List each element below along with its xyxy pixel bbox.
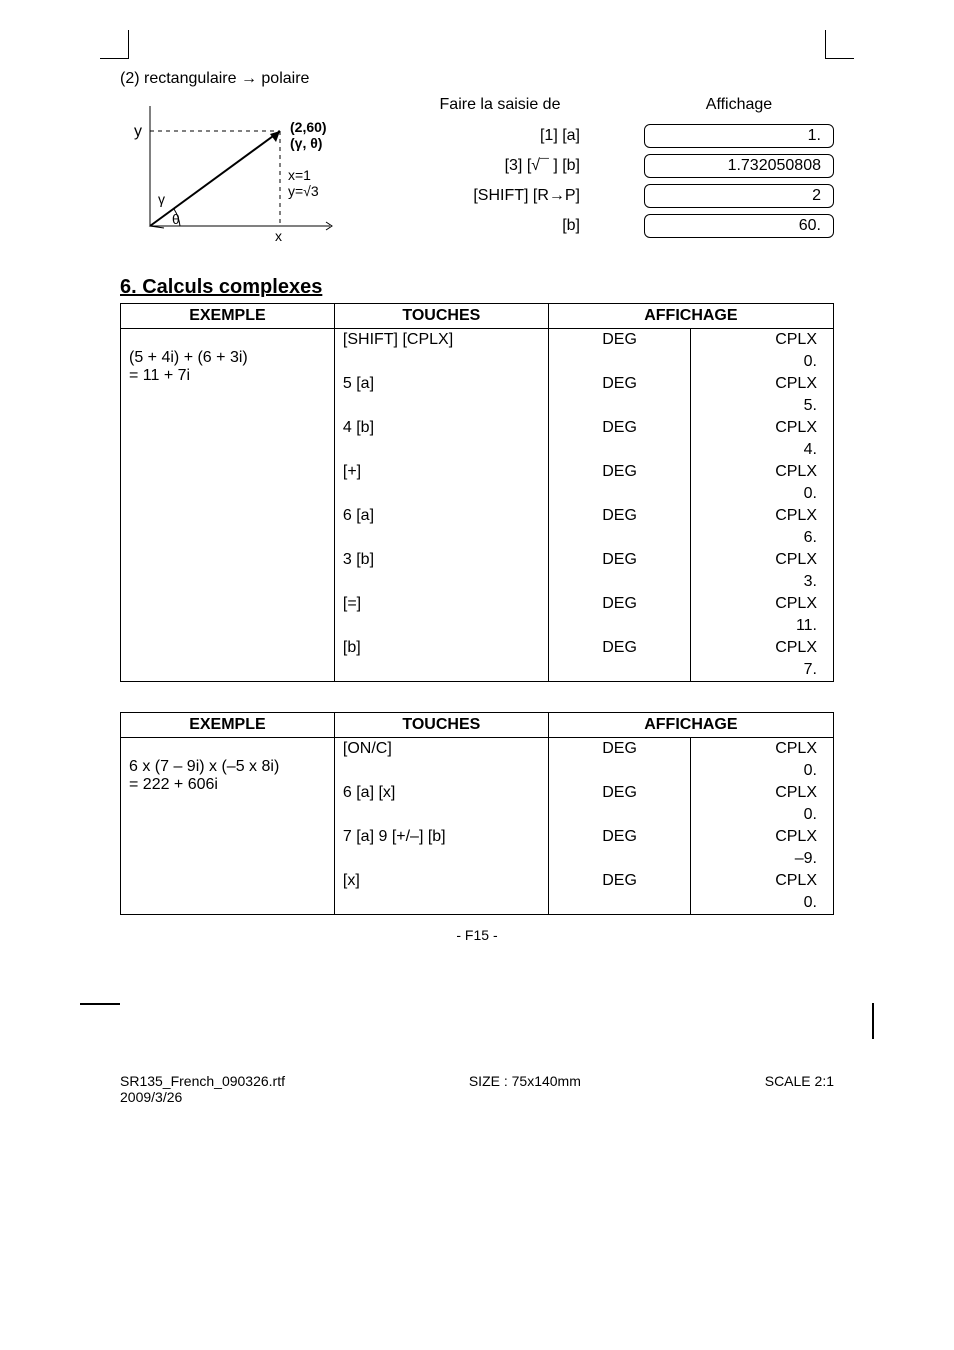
svg-text:(γ, θ): (γ, θ) — [290, 135, 322, 151]
svg-text:x=1: x=1 — [288, 167, 311, 183]
svg-text:x: x — [275, 228, 282, 244]
svg-text:θ: θ — [172, 211, 180, 227]
display-column: Faire la saisie de Affichage [1] [a] 1. … — [420, 96, 834, 244]
crop-mark-top-left — [100, 30, 129, 59]
complex-calc-table-2: EXEMPLE TOUCHES AFFICHAGE 6 x (7 – 9i) x… — [120, 712, 834, 915]
complex-calc-table-1: EXEMPLE TOUCHES AFFICHAGE (5 + 4i) + (6 … — [120, 303, 834, 682]
example-line: (5 + 4i) + (6 + 3i) — [129, 349, 326, 367]
display-box: 1.732050808 — [644, 154, 834, 178]
page-number: - F15 - — [120, 927, 834, 943]
aff-mode: DEG — [548, 738, 691, 761]
print-filename: SR135_French_090326.rtf 2009/3/26 — [120, 1073, 285, 1105]
section-heading: 6. Calculs complexes — [120, 276, 834, 299]
display-box: 60. — [644, 214, 834, 238]
example-cell: 6 x (7 – 9i) x (–5 x 8i) = 222 + 606i — [121, 738, 335, 915]
display-row: [1] [a] 1. — [420, 124, 834, 148]
print-scale: SCALE 2:1 — [765, 1073, 834, 1105]
display-box: 2 — [644, 184, 834, 208]
example-cell: (5 + 4i) + (6 + 3i) = 11 + 7i — [121, 329, 335, 682]
conversion-heading: (2) rectangulaire → polaire — [120, 70, 834, 88]
aff-val: CPLX — [691, 329, 834, 352]
display-row: [3] [√¯ ] [b] 1.732050808 — [420, 154, 834, 178]
touch-cell: [ON/C] — [334, 738, 548, 761]
keystroke-text: [SHIFT] [R→P] — [420, 187, 580, 205]
example-line: = 11 + 7i — [129, 367, 326, 385]
crop-mark-top-right — [825, 30, 854, 59]
print-footer: SR135_French_090326.rtf 2009/3/26 SIZE :… — [120, 1073, 834, 1105]
display-row: [b] 60. — [420, 214, 834, 238]
touch-cell: [SHIFT] [CPLX] — [334, 329, 548, 352]
svg-text:(2,60): (2,60) — [290, 119, 327, 135]
th-affichage: AFFICHAGE — [548, 304, 833, 329]
keystroke-text: [1] [a] — [420, 127, 580, 145]
aff-val: CPLX — [691, 738, 834, 761]
bottom-crop-marks — [120, 1003, 834, 1053]
th-touches: TOUCHES — [334, 713, 548, 738]
th-touches: TOUCHES — [334, 304, 548, 329]
example-line: 6 x (7 – 9i) x (–5 x 8i) — [129, 758, 326, 776]
display-box: 1. — [644, 124, 834, 148]
keystroke-text: [b] — [420, 217, 580, 235]
display-row: [SHIFT] [R→P] 2 — [420, 184, 834, 208]
coordinate-diagram: y (2,60) (γ, θ) x=1 y=√3 γ θ x — [120, 96, 380, 246]
aff-mode: DEG — [548, 329, 691, 352]
input-col-header: Faire la saisie de — [420, 96, 580, 114]
th-affichage: AFFICHAGE — [548, 713, 833, 738]
th-exemple: EXEMPLE — [121, 304, 335, 329]
print-size: SIZE : 75x140mm — [469, 1073, 581, 1105]
example-line: = 222 + 606i — [129, 776, 326, 794]
svg-text:γ: γ — [158, 191, 165, 207]
th-exemple: EXEMPLE — [121, 713, 335, 738]
display-col-header: Affichage — [644, 96, 834, 114]
svg-text:y: y — [134, 123, 142, 140]
svg-text:y=√3: y=√3 — [288, 183, 319, 199]
keystroke-text: [3] [√¯ ] [b] — [420, 157, 580, 175]
diagram-block: y (2,60) (γ, θ) x=1 y=√3 γ θ x Faire la … — [120, 96, 834, 246]
